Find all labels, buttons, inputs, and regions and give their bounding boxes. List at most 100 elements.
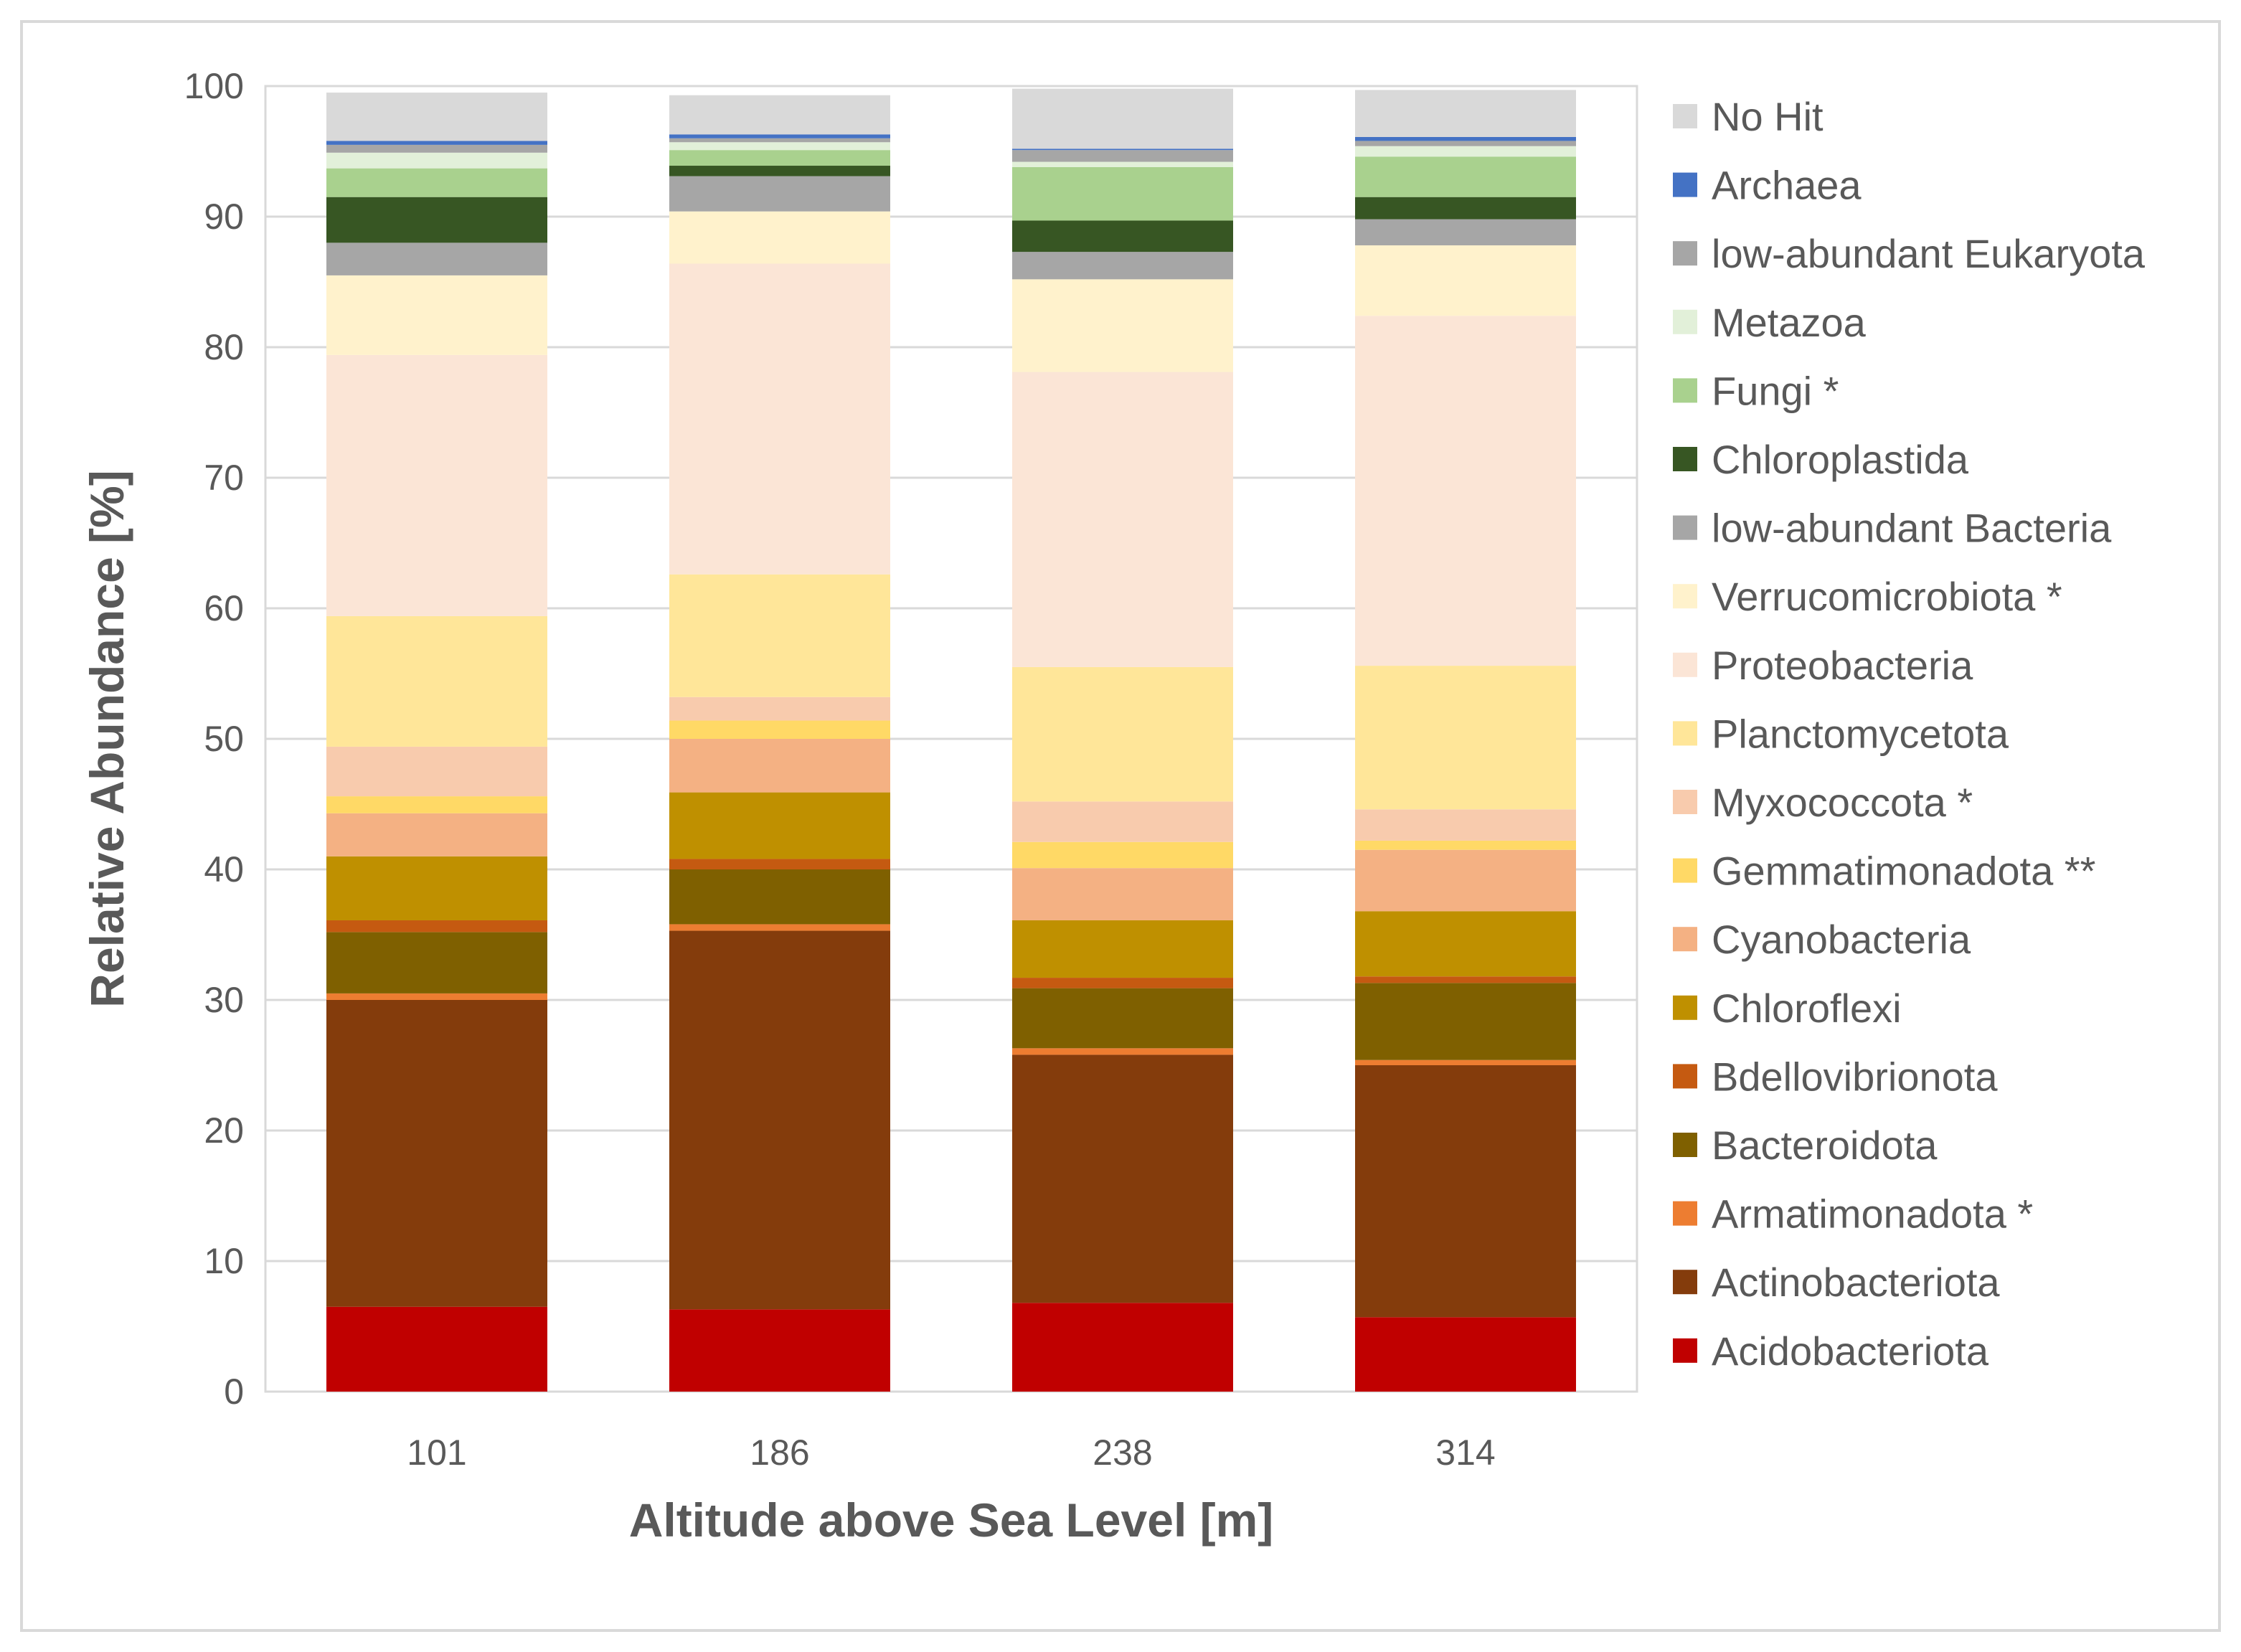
chart-frame: 0 10 20 30 40 50 60 70 80 90 100 101 186 238 314 No Hi… (20, 20, 2221, 1632)
bar-segment (1012, 220, 1233, 252)
legend-swatch (1673, 584, 1697, 609)
y-tick-label: 10 (204, 1241, 244, 1281)
bar-segment (669, 138, 890, 143)
bar-segment (1355, 1059, 1576, 1065)
legend-swatch (1673, 721, 1697, 746)
bars (326, 88, 1576, 1392)
legend-swatch (1673, 1201, 1697, 1226)
bar-segment (669, 142, 890, 151)
bar-segment (326, 1306, 547, 1392)
bar-segment (669, 95, 890, 135)
bar-segment (1012, 666, 1233, 802)
bar-segment (1012, 148, 1233, 151)
bar-segment (669, 739, 890, 793)
bar-segment (326, 813, 547, 856)
legend-swatch (1673, 1338, 1697, 1363)
bar-segment (326, 197, 547, 243)
bar-segment (326, 993, 547, 1000)
bar-segment (669, 930, 890, 1310)
stacked-bar-chart: 0 10 20 30 40 50 60 70 80 90 100 101 186 238 314 No Hi… (80, 66, 2146, 1547)
bar-segment (1355, 90, 1576, 137)
x-tick-label: 101 (407, 1432, 466, 1473)
bar-segment (669, 1309, 890, 1392)
bar-segment (1355, 316, 1576, 666)
legend-label: Verrucomicrobiota * (1712, 574, 2062, 619)
bar-segment (1012, 841, 1233, 869)
bar-segment (669, 869, 890, 925)
axes: 0 10 20 30 40 50 60 70 80 90 100 101 186 238 314 (184, 66, 1496, 1473)
bar-segment (669, 792, 890, 859)
legend-label: Proteobacteria (1712, 643, 1973, 688)
bar-segment (669, 924, 890, 931)
bar-segment (1012, 868, 1233, 920)
legend-label: Chloroflexi (1712, 986, 1902, 1031)
y-tick-label: 20 (204, 1110, 244, 1151)
x-tick-label: 238 (1093, 1432, 1152, 1473)
legend-swatch (1673, 790, 1697, 814)
bar-segment (1355, 849, 1576, 912)
bar-segment (326, 354, 547, 616)
bar-segment (1355, 983, 1576, 1060)
legend-swatch (1673, 652, 1697, 677)
legend-swatch (1673, 172, 1697, 197)
bar-segment (1012, 801, 1233, 842)
bar-segment (326, 746, 547, 797)
bar-segment (326, 93, 547, 141)
y-tick-label: 70 (204, 458, 244, 498)
bar-segment (1355, 146, 1576, 157)
y-tick-label: 100 (184, 66, 244, 106)
bar-segment (669, 211, 890, 264)
bar-segment (1355, 245, 1576, 316)
legend-label: Acidobacteriota (1712, 1328, 1989, 1374)
legend-swatch (1673, 1064, 1697, 1089)
bar-segment (326, 920, 547, 933)
bar-segment (1355, 1317, 1576, 1392)
bar-segment (1012, 372, 1233, 667)
legend-label: Gemmatimonadota ** (1712, 849, 2095, 894)
legend-label: low-abundant Eukaryota (1712, 231, 2146, 276)
legend-label: No Hit (1712, 94, 1824, 139)
bar-segment (669, 720, 890, 739)
bar-segment (669, 150, 890, 166)
bar-segment (326, 152, 547, 169)
y-tick-label: 60 (204, 588, 244, 628)
bar-segment (669, 859, 890, 869)
legend-label: Metazoa (1712, 300, 1867, 345)
bar-segment (1012, 279, 1233, 372)
bar-segment (1355, 809, 1576, 841)
bar-segment (1012, 166, 1233, 221)
bar-segment (1012, 88, 1233, 149)
bar-segment (1012, 988, 1233, 1049)
bar-segment (1012, 161, 1233, 167)
bar-segment (669, 697, 890, 721)
bar-segment (1355, 1065, 1576, 1318)
bar-segment (1355, 136, 1576, 141)
y-tick-label: 0 (224, 1372, 244, 1412)
bar-segment (326, 141, 547, 145)
bar-segment (1012, 1054, 1233, 1303)
y-tick-label: 40 (204, 849, 244, 889)
y-tick-label: 50 (204, 719, 244, 759)
legend-swatch (1673, 515, 1697, 540)
y-tick-label: 90 (204, 197, 244, 237)
bar-segment (1355, 197, 1576, 220)
legend-swatch (1673, 104, 1697, 128)
legend-swatch (1673, 447, 1697, 471)
legend-swatch (1673, 858, 1697, 883)
legend-label: Bdellovibrionota (1712, 1054, 1998, 1099)
bar-segment (1355, 911, 1576, 977)
x-tick-label: 314 (1435, 1432, 1495, 1473)
legend-label: Chloroplastida (1712, 437, 1969, 482)
bar-segment (1355, 156, 1576, 197)
legend: No Hit Archaea low-abundant Eukaryota Metaz… (1673, 94, 2146, 1374)
legend-label: Bacteroidota (1712, 1123, 1938, 1168)
legend-label: Planctomycetota (1712, 711, 2009, 756)
legend-label: Fungi * (1712, 368, 1839, 413)
y-tick-label: 30 (204, 980, 244, 1020)
bar-segment (1355, 141, 1576, 146)
legend-label: Cyanobacteria (1712, 917, 1971, 962)
bar-segment (669, 134, 890, 138)
bar-segment (326, 932, 547, 993)
bar-segment (1355, 840, 1576, 850)
bar-segment (326, 275, 547, 355)
